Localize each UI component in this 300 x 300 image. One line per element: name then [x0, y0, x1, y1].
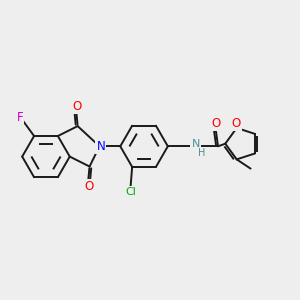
Text: O: O: [73, 100, 82, 113]
Text: O: O: [231, 117, 241, 130]
Text: H: H: [198, 148, 205, 158]
Text: O: O: [212, 117, 221, 130]
Text: O: O: [85, 180, 94, 193]
Text: Cl: Cl: [125, 187, 136, 197]
Text: F: F: [16, 111, 23, 124]
Text: N: N: [96, 140, 105, 153]
Text: N: N: [191, 139, 200, 149]
